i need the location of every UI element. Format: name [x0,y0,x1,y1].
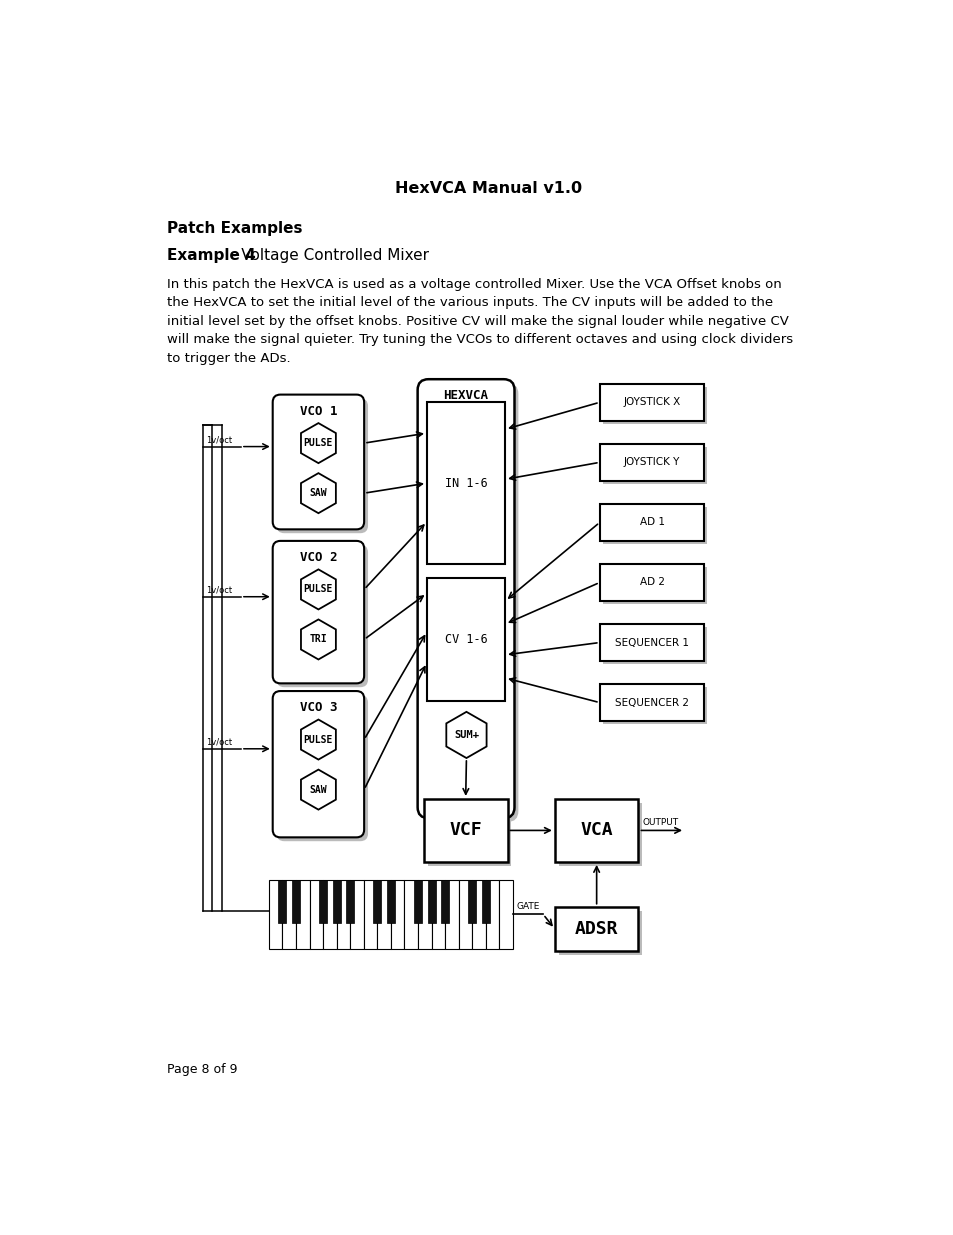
FancyBboxPatch shape [282,879,295,948]
FancyBboxPatch shape [414,879,421,923]
Text: TRI: TRI [310,635,327,645]
FancyBboxPatch shape [599,564,703,601]
Text: CV 1-6: CV 1-6 [444,634,487,646]
FancyBboxPatch shape [346,879,354,923]
Text: SAW: SAW [310,488,327,498]
FancyBboxPatch shape [458,879,472,948]
Text: GATE: GATE [517,903,539,911]
FancyBboxPatch shape [468,879,476,923]
FancyBboxPatch shape [319,879,327,923]
FancyBboxPatch shape [273,692,364,837]
FancyBboxPatch shape [421,383,517,823]
Text: HexVCA Manual v1.0: HexVCA Manual v1.0 [395,180,582,195]
FancyBboxPatch shape [404,879,417,948]
FancyBboxPatch shape [391,879,404,948]
Text: SEQUENCER 2: SEQUENCER 2 [615,698,688,708]
Text: 1v/oct: 1v/oct [206,435,232,445]
Text: VCO 2: VCO 2 [299,551,336,564]
FancyBboxPatch shape [602,508,707,543]
FancyBboxPatch shape [417,879,431,948]
FancyBboxPatch shape [363,879,377,948]
Text: ADSR: ADSR [575,920,618,937]
Text: 1v/oct: 1v/oct [206,737,232,746]
FancyBboxPatch shape [427,578,505,701]
Polygon shape [300,620,335,659]
FancyBboxPatch shape [295,879,309,948]
Text: PULSE: PULSE [303,735,333,745]
Text: VCF: VCF [449,821,481,840]
FancyBboxPatch shape [276,399,368,534]
Polygon shape [300,569,335,609]
Text: In this patch the HexVCA is used as a voltage controlled Mixer. Use the VCA Offs: In this patch the HexVCA is used as a vo… [167,278,793,364]
FancyBboxPatch shape [599,684,703,721]
FancyBboxPatch shape [602,387,707,424]
FancyBboxPatch shape [387,879,395,923]
FancyBboxPatch shape [278,879,286,923]
FancyBboxPatch shape [602,567,707,604]
Text: VCO 3: VCO 3 [299,701,336,714]
Text: Patch Examples: Patch Examples [167,221,302,236]
FancyBboxPatch shape [427,403,505,564]
Text: SUM+: SUM+ [454,730,478,740]
Text: - Voltage Controlled Mixer: - Voltage Controlled Mixer [226,248,429,263]
FancyBboxPatch shape [558,910,641,955]
Text: AD 2: AD 2 [639,578,664,588]
FancyBboxPatch shape [373,879,381,923]
Text: Example 4: Example 4 [167,248,255,263]
FancyBboxPatch shape [269,879,282,948]
FancyBboxPatch shape [377,879,391,948]
FancyBboxPatch shape [292,879,299,923]
FancyBboxPatch shape [309,879,323,948]
Polygon shape [300,769,335,810]
Text: AD 1: AD 1 [639,517,664,527]
FancyBboxPatch shape [427,879,436,923]
FancyBboxPatch shape [498,879,513,948]
FancyBboxPatch shape [481,879,489,923]
FancyBboxPatch shape [602,687,707,724]
Text: VCA: VCA [579,821,613,840]
Text: 1v/oct: 1v/oct [206,585,232,594]
FancyBboxPatch shape [445,879,458,948]
Polygon shape [300,473,335,514]
Text: JOYSTICK Y: JOYSTICK Y [623,457,679,467]
FancyBboxPatch shape [485,879,498,948]
Text: JOYSTICK X: JOYSTICK X [622,398,680,408]
Text: PULSE: PULSE [303,584,333,594]
Polygon shape [300,720,335,760]
FancyBboxPatch shape [472,879,485,948]
FancyBboxPatch shape [423,799,507,862]
FancyBboxPatch shape [602,447,707,484]
FancyBboxPatch shape [599,443,703,480]
FancyBboxPatch shape [599,384,703,421]
FancyBboxPatch shape [276,545,368,687]
FancyBboxPatch shape [431,879,445,948]
Text: IN 1-6: IN 1-6 [444,477,487,489]
FancyBboxPatch shape [440,879,449,923]
Text: OUTPUT: OUTPUT [641,818,678,826]
Text: PULSE: PULSE [303,438,333,448]
FancyBboxPatch shape [599,504,703,541]
FancyBboxPatch shape [555,799,638,862]
Text: Page 8 of 9: Page 8 of 9 [167,1063,237,1076]
Polygon shape [300,424,335,463]
Text: SEQUENCER 1: SEQUENCER 1 [615,637,688,647]
FancyBboxPatch shape [427,803,511,866]
FancyBboxPatch shape [276,695,368,841]
FancyBboxPatch shape [350,879,363,948]
Text: HEXVCA: HEXVCA [443,389,488,403]
FancyBboxPatch shape [599,624,703,661]
FancyBboxPatch shape [273,541,364,683]
Polygon shape [446,711,486,758]
FancyBboxPatch shape [602,627,707,664]
Text: VCO 1: VCO 1 [299,405,336,417]
FancyBboxPatch shape [273,395,364,530]
FancyBboxPatch shape [555,906,638,951]
FancyBboxPatch shape [333,879,340,923]
FancyBboxPatch shape [558,803,641,866]
FancyBboxPatch shape [417,379,514,818]
FancyBboxPatch shape [336,879,350,948]
FancyBboxPatch shape [323,879,336,948]
Text: SAW: SAW [310,784,327,794]
